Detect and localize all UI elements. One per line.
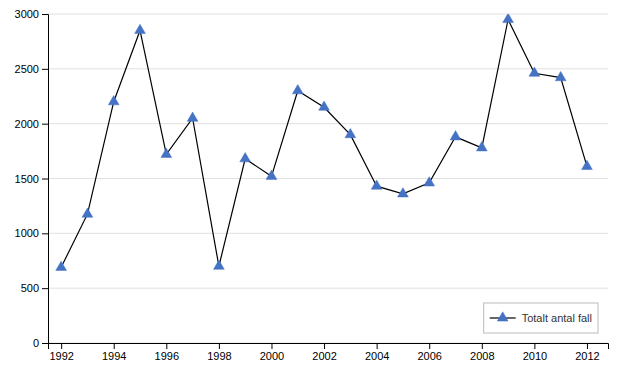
axis-line <box>49 344 609 350</box>
tick: 1000 <box>15 227 48 239</box>
grid-line <box>48 288 608 289</box>
tick-mark <box>166 343 167 349</box>
tick: 500 <box>21 282 48 294</box>
tick-mark <box>271 343 272 349</box>
tick-mark <box>42 288 48 289</box>
tick: 2000 <box>260 343 284 362</box>
legend-label: Totalt antal fall <box>522 312 592 324</box>
tick-mark <box>42 14 48 15</box>
tick-mark <box>42 179 48 180</box>
tick-label: 2006 <box>417 350 441 362</box>
tick-mark <box>324 343 325 349</box>
tick-label: 2008 <box>470 350 494 362</box>
marker <box>82 208 93 217</box>
marker <box>371 180 382 189</box>
tick-label: 500 <box>21 282 39 294</box>
legend-marker <box>497 312 508 321</box>
marker <box>582 160 593 169</box>
tick-label: 2010 <box>523 350 547 362</box>
tick-label: 1000 <box>15 227 39 239</box>
marker <box>214 260 225 269</box>
tick-label: 0 <box>33 337 39 349</box>
tick-mark <box>429 343 430 349</box>
tick-label: 1996 <box>155 350 179 362</box>
tick: 1996 <box>155 343 179 362</box>
grid-line <box>48 123 608 124</box>
grid-line <box>48 68 608 69</box>
marker <box>555 71 566 80</box>
marker <box>187 112 198 121</box>
marker <box>266 170 277 179</box>
tick-mark <box>42 233 48 234</box>
plot-area: 1992 1994 1996 1998 2000 2002 2004 2006 2008 2010… <box>15 8 609 362</box>
tick-label: 3000 <box>15 8 39 20</box>
grid-line <box>48 178 608 179</box>
tick-mark <box>377 343 378 349</box>
marker <box>424 177 435 186</box>
marker <box>161 148 172 157</box>
tick: 1994 <box>102 343 126 362</box>
line <box>61 19 587 267</box>
tick-label: 2004 <box>365 350 389 362</box>
marker <box>292 85 303 94</box>
tick: 2002 <box>312 343 336 362</box>
marker <box>503 14 514 23</box>
tick: 0 <box>33 337 48 349</box>
marks <box>56 14 593 270</box>
grid-line <box>48 14 608 15</box>
tick: 2008 <box>470 343 494 362</box>
tick-label: 2500 <box>15 63 39 75</box>
tick-mark <box>219 343 220 349</box>
tick-mark <box>42 124 48 125</box>
marker <box>108 96 119 105</box>
x-axis: 1992 1994 1996 1998 2000 2002 2004 2006 2008 2010… <box>49 343 609 362</box>
marker <box>529 67 540 76</box>
tick: 1500 <box>15 173 48 185</box>
tick: 2010 <box>523 343 547 362</box>
marker <box>56 261 67 270</box>
marker <box>319 101 330 110</box>
tick: 2500 <box>15 63 48 75</box>
tick-label: 2000 <box>260 350 284 362</box>
marker <box>476 142 487 151</box>
tick: 1998 <box>207 343 231 362</box>
tick-mark <box>114 343 115 349</box>
marker <box>398 188 409 197</box>
marker <box>345 128 356 137</box>
grid <box>48 14 608 343</box>
chart: 1992 1994 1996 1998 2000 2002 2004 2006 2008 2010… <box>0 0 630 373</box>
tick: 3000 <box>15 8 48 20</box>
tick-mark <box>42 343 48 344</box>
tick-mark <box>42 69 48 70</box>
tick-label: 1500 <box>15 173 39 185</box>
axis-line <box>42 15 49 344</box>
tick: 2012 <box>575 343 599 362</box>
tick: 2006 <box>417 343 441 362</box>
tick-label: 1994 <box>102 350 126 362</box>
legend-box <box>484 303 598 333</box>
marker <box>450 131 461 140</box>
tick-label: 1998 <box>207 350 231 362</box>
tick: 2004 <box>365 343 389 362</box>
tick-label: 2012 <box>575 350 599 362</box>
tick-mark <box>482 343 483 349</box>
legend-item: Totalt antal fall <box>490 312 592 324</box>
tick-mark <box>61 343 62 349</box>
tick-mark <box>534 343 535 349</box>
grid-line <box>48 233 608 234</box>
marker <box>135 24 146 33</box>
tick-mark <box>587 343 588 349</box>
marker <box>240 153 251 162</box>
tick-label: 2002 <box>312 350 336 362</box>
legend: Totalt antal fall <box>484 303 598 333</box>
tick-label: 1992 <box>49 350 73 362</box>
tick: 1992 <box>49 343 73 362</box>
y-axis: 0 500 1000 1500 2000 2500 3000 <box>15 8 49 349</box>
tick: 2000 <box>15 118 48 130</box>
tick-label: 2000 <box>15 118 39 130</box>
